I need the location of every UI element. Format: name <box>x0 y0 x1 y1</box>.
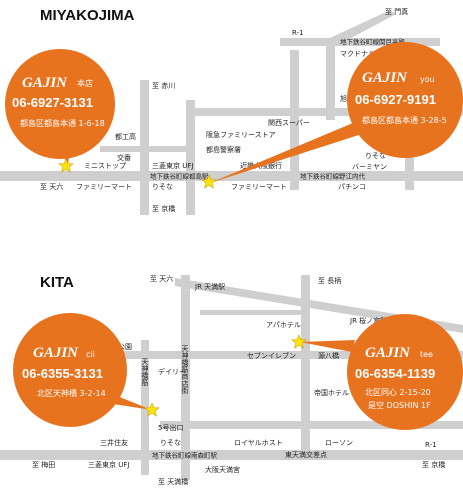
pointer <box>210 120 368 183</box>
map-label: ミニストップ <box>84 162 126 170</box>
shop-phone: 06-6355-3131 <box>22 366 103 381</box>
map-label: 至 京橋 <box>422 460 445 469</box>
map-label: 大阪天満宮 <box>205 465 240 474</box>
map-label: 帝国ホテル <box>314 388 349 397</box>
shop-name: GAJIN <box>33 345 79 361</box>
bubble <box>5 49 115 159</box>
map-label: 地下鉄谷町線都島駅 <box>150 172 209 181</box>
shop-marker <box>58 158 74 173</box>
map-label: 至 梅田 <box>32 460 55 469</box>
road <box>0 450 463 460</box>
map-label: アパホテル <box>266 321 301 329</box>
map-label: 至 京橋 <box>152 204 175 213</box>
map-label: 至 赤川 <box>152 82 175 90</box>
map-label: 地下鉄谷町線関目高殿 <box>340 37 406 46</box>
road <box>200 310 305 315</box>
bubble <box>347 42 463 158</box>
road <box>290 50 299 190</box>
shop-bubble: GAJIN you 06-6927-9191 都島区都島本通 3-28-5 <box>347 42 463 158</box>
map-label: 至 天満橋 <box>158 477 188 486</box>
map-label: 天神橋筋商店街 <box>181 345 189 395</box>
section-title: MIYAKOJIMA <box>40 7 135 24</box>
miyakojima-map: MIYAKOJIMA 至 門真 R-1 地下鉄谷町線関目高殿 マクドナルド 至 … <box>0 7 463 215</box>
road <box>120 351 463 359</box>
shop-bubble: GAJIN 本店 06-6927-3131 都島区都島本通 1-6-18 <box>5 49 115 159</box>
map-label: バーミヤン <box>352 163 387 171</box>
map-label: 三菱東京 UFJ <box>152 161 193 170</box>
map-label: セブンイレブン <box>247 351 296 360</box>
shop-tag: you <box>420 75 435 84</box>
map-label: 地下鉄谷町線南森町駅 <box>152 451 218 460</box>
map-label: 至 長柄 <box>318 276 341 285</box>
map-label: 都工高 <box>115 132 136 141</box>
shop-phone: 06-6354-1139 <box>355 366 435 381</box>
map-label: 至 天六 <box>150 274 173 283</box>
map-label: 関西スーパー <box>268 119 310 127</box>
map-label: 源八橋 <box>318 351 339 360</box>
shop-address: 北区天神橋 3-2-14 <box>37 388 106 398</box>
map-label: りそな <box>160 439 181 447</box>
map-label: 三菱東京 UFJ <box>88 460 129 469</box>
road <box>330 10 396 44</box>
map-label: JR 桜ノ宮駅 <box>349 316 387 325</box>
shop-name: GAJIN <box>362 70 408 86</box>
shop-tag: cii <box>86 350 95 359</box>
shop-address: 都島区都島本通 1-6-18 <box>20 118 105 128</box>
road <box>160 421 463 429</box>
shop-tag: 本店 <box>77 78 93 88</box>
bubble <box>13 313 127 427</box>
shop-name: GAJIN <box>22 75 68 91</box>
section-title: KITA <box>40 274 74 291</box>
road <box>326 40 335 120</box>
map-label: 三井住友 <box>100 438 128 447</box>
map-label: 至 門真 <box>385 7 408 16</box>
road <box>100 146 190 152</box>
map-label: 交番 <box>117 153 131 162</box>
map-label: ロイヤルホスト <box>234 439 283 447</box>
map-label: 都島警察署 <box>206 145 241 154</box>
map-label: 地下鉄谷町線野江内代 <box>300 172 366 181</box>
bubble <box>347 314 463 430</box>
map-label: マクドナルド <box>340 50 382 58</box>
shop-phone: 06-6927-9191 <box>355 92 436 107</box>
map-label: デイリー <box>158 367 186 376</box>
kita-map: KITA 至 天六 JR 天満駅 至 長柄 JR 桜ノ宮駅 アパホテル 扇町公園… <box>0 274 463 486</box>
shop-address: 都島区都島本通 3-28-5 <box>362 115 447 125</box>
map-label: 至 天六 <box>40 182 63 191</box>
map-label: 天神橋筋 <box>141 358 149 387</box>
road <box>190 108 463 116</box>
map-label: R-1 <box>425 441 437 449</box>
map-label: 東天満交差点 <box>285 450 327 459</box>
map-label: パチンコ <box>338 183 366 191</box>
map-label: 阪急ファミリーストア <box>206 130 276 139</box>
map-label: ファミリーマート <box>231 183 287 191</box>
road <box>181 275 190 480</box>
map-label: りそな <box>152 183 173 191</box>
map-label: 5号出口 <box>158 423 183 432</box>
shop-name: GAJIN <box>365 345 411 361</box>
map-label: R-1 <box>292 29 304 37</box>
shop-bubble: GAJIN tee 06-6354-1139 北区同心 2-15-20 是空 D… <box>347 314 463 430</box>
road <box>186 100 195 215</box>
shop-building: 是空 DOSHIN 1F <box>368 400 431 410</box>
shop-address: 北区同心 2-15-20 <box>365 388 431 397</box>
road <box>280 38 440 46</box>
shop-tag: tee <box>420 350 433 359</box>
shop-phone: 06-6927-3131 <box>12 95 93 110</box>
road <box>301 275 310 460</box>
map-label: ローソン <box>325 439 353 447</box>
map-label: JR 天満駅 <box>194 283 225 291</box>
shop-bubble: GAJIN cii 06-6355-3131 北区天神橋 3-2-14 <box>13 313 127 427</box>
map-label: ファミリーマート <box>76 183 132 191</box>
pointer <box>300 340 355 352</box>
map-label: りそな <box>365 152 386 160</box>
